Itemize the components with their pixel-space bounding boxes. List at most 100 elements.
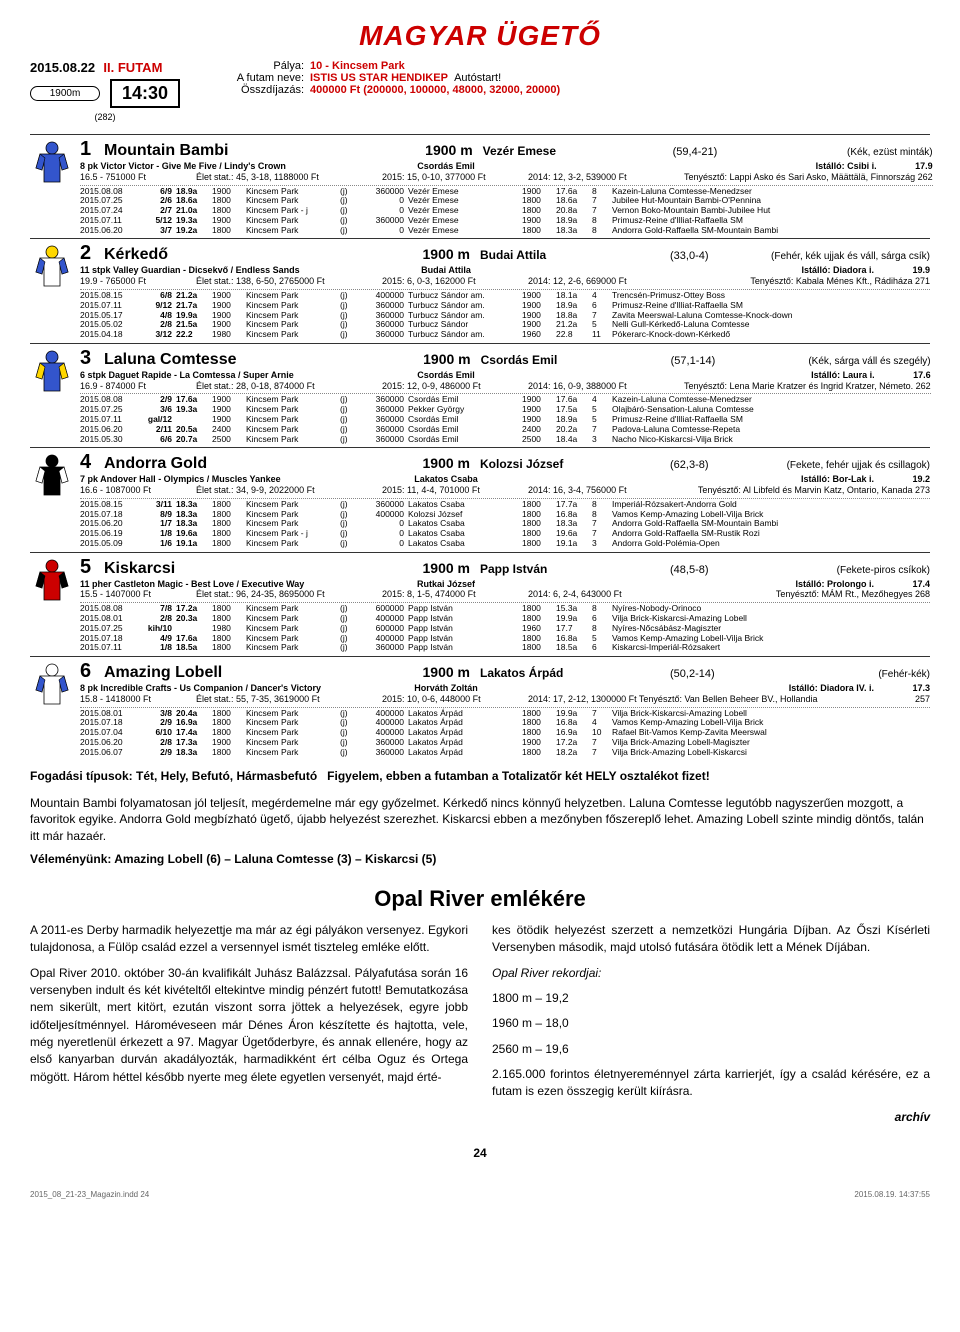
horse-entry: 6Amazing Lobell1900 mLakatos Árpád(50,2-…	[30, 656, 930, 760]
form-row: 2015.05.022/821.5a1900Kincsem Park(j)360…	[80, 320, 930, 330]
page-number: 24	[30, 1146, 930, 1160]
prize-label: Összdíjazás:	[210, 84, 310, 96]
horse-jockey: Lakatos Árpád	[470, 666, 670, 680]
form-row: 2015.07.119/1221.7a1900Kincsem Park(j)36…	[80, 301, 930, 311]
horse-odds: (33,0-4)	[670, 250, 730, 262]
jockey-silk	[30, 451, 80, 548]
form-row: 2015.07.111/818.5a1800Kincsem Park(j)360…	[80, 643, 930, 653]
form-row: 2015.05.174/819.9a1900Kincsem Park(j)360…	[80, 311, 930, 321]
bet-types: Fogadási típusok: Tét, Hely, Befutó, Hár…	[30, 769, 930, 783]
form-row: 2015.07.253/619.3a1900Kincsem Park(j)360…	[80, 405, 931, 415]
form-row: 2015.08.153/1118.3a1800Kincsem Park(j)36…	[80, 500, 930, 510]
form-row: 2015.07.252/618.6a1800Kincsem Park(j)0Ve…	[80, 196, 933, 206]
horse-number: 1	[80, 138, 104, 161]
form-row: 2015.07.182/916.9a1800Kincsem Park(j)400…	[80, 718, 930, 728]
horse-odds: (62,3-8)	[670, 459, 730, 471]
form-row: 2015.06.072/918.3a1800Kincsem Park(j)360…	[80, 748, 930, 758]
form-row: 2015.04.183/1222.21980Kincsem Park(j)360…	[80, 330, 930, 340]
race-notes: Mountain Bambi folyamatosan jól teljesít…	[30, 795, 930, 868]
form-table: 2015.08.086/918.9a1900Kincsem Park(j)360…	[80, 185, 933, 236]
form-row: 2015.08.082/917.6a1900Kincsem Park(j)360…	[80, 395, 931, 405]
logo: MAGYAR ÜGETŐ	[30, 20, 930, 52]
silk-description: (Fekete-piros csíkok)	[730, 565, 930, 576]
dist-sub: (282)	[30, 112, 180, 122]
silk-description: (Kék, ezüst minták)	[733, 147, 933, 158]
horse-entry: 2Kérkedő1900 mBudai Attila(33,0-4)(Fehér…	[30, 238, 930, 342]
jockey-silk	[30, 347, 80, 444]
race-header: 2015.08.22 II. FUTAM 1900m 14:30 (282) P…	[30, 60, 930, 122]
post-time: 14:30	[110, 79, 180, 108]
form-row: 2015.07.25kih/101980Kincsem Park(j)60000…	[80, 624, 930, 634]
autostart: Autóstart!	[454, 72, 501, 84]
horse-entry: 3Laluna Comtesse1900 mCsordás Emil(57,1-…	[30, 343, 930, 447]
horse-jockey: Budai Attila	[470, 248, 670, 262]
horse-number: 4	[80, 451, 104, 474]
prize: 400000 Ft (200000, 100000, 48000, 32000,…	[310, 84, 560, 96]
horse-odds: (57,1-14)	[671, 355, 731, 367]
race-date: 2015.08.22	[30, 60, 95, 75]
form-table: 2015.08.087/817.2a1800Kincsem Park(j)600…	[80, 602, 930, 653]
silk-description: (Fehér-kék)	[730, 669, 930, 680]
form-row: 2015.06.203/719.2a1800Kincsem Park(j)0Ve…	[80, 226, 933, 236]
horse-distance: 1900 m	[380, 246, 470, 262]
form-row: 2015.08.013/820.4a1800Kincsem Park(j)400…	[80, 709, 930, 719]
jockey-silk	[30, 242, 80, 339]
jockey-silk	[30, 556, 80, 653]
form-row: 2015.06.191/819.6a1800Kincsem Park - j(j…	[80, 529, 930, 539]
article-body: A 2011-es Derby harmadik helyezettje ma …	[30, 922, 930, 1127]
footer: 2015_08_21-23_Magazin.indd 24 2015.08.19…	[30, 1190, 930, 1199]
horse-distance: 1900 m	[380, 455, 470, 471]
form-row: 2015.06.202/1120.5a2400Kincsem Park(j)36…	[80, 425, 931, 435]
form-table: 2015.08.013/820.4a1800Kincsem Park(j)400…	[80, 707, 930, 758]
horse-distance: 1900 m	[381, 351, 471, 367]
horse-name: Amazing Lobell	[104, 664, 380, 682]
horse-name: Andorra Gold	[104, 455, 380, 473]
horse-number: 3	[80, 347, 104, 370]
silk-description: (Kék, sárga váll és szegély)	[731, 356, 931, 367]
horse-jockey: Vezér Emese	[473, 144, 673, 158]
jockey-silk	[30, 138, 80, 235]
horse-distance: 1900 m	[380, 560, 470, 576]
form-row: 2015.08.012/820.3a1800Kincsem Park(j)400…	[80, 614, 930, 624]
horse-distance: 1900 m	[383, 142, 473, 158]
horse-odds: (59,4-21)	[673, 146, 733, 158]
form-row: 2015.07.242/721.0a1800Kincsem Park - j(j…	[80, 206, 933, 216]
form-row: 2015.06.201/718.3a1800Kincsem Park(j)0La…	[80, 519, 930, 529]
horse-number: 5	[80, 556, 104, 579]
horse-name: Mountain Bambi	[104, 142, 383, 160]
form-row: 2015.08.087/817.2a1800Kincsem Park(j)600…	[80, 604, 930, 614]
horse-distance: 1900 m	[380, 664, 470, 680]
horse-entry: 1Mountain Bambi1900 mVezér Emese(59,4-21…	[30, 134, 930, 238]
silk-description: (Fehér, kék ujjak és váll, sárga csík)	[730, 251, 930, 262]
horse-name: Kiskarcsi	[104, 560, 380, 578]
form-row: 2015.07.11gal/121900Kincsem Park(j)36000…	[80, 415, 931, 425]
track-label: Pálya:	[210, 60, 310, 72]
horse-jockey: Csordás Emil	[471, 353, 671, 367]
jockey-silk	[30, 660, 80, 757]
form-row: 2015.07.115/1219.3a1900Kincsem Park(j)36…	[80, 216, 933, 226]
horse-entry: 4Andorra Gold1900 mKolozsi József(62,3-8…	[30, 447, 930, 551]
horse-entry: 5Kiskarcsi1900 mPapp István(48,5-8)(Feke…	[30, 552, 930, 656]
track-name: 10 - Kincsem Park	[310, 60, 405, 72]
race-name-label: A futam neve:	[210, 72, 310, 84]
form-row: 2015.07.046/1017.4a1800Kincsem Park(j)40…	[80, 728, 930, 738]
race-name: ISTIS US STAR HENDIKEP	[310, 72, 448, 84]
form-row: 2015.07.184/917.6a1800Kincsem Park(j)400…	[80, 634, 930, 644]
form-row: 2015.08.156/821.2a1900Kincsem Park(j)400…	[80, 291, 930, 301]
article-heading: Opal River emlékére	[30, 886, 930, 912]
futam: II. FUTAM	[103, 60, 162, 75]
distance-badge: 1900m	[30, 86, 100, 101]
horse-odds: (50,2-14)	[670, 668, 730, 680]
horse-number: 2	[80, 242, 104, 265]
form-row: 2015.06.202/817.3a1900Kincsem Park(j)360…	[80, 738, 930, 748]
horse-jockey: Papp István	[470, 562, 670, 576]
form-row: 2015.05.091/619.1a1800Kincsem Park(j)0La…	[80, 539, 930, 549]
horse-number: 6	[80, 660, 104, 683]
form-table: 2015.08.156/821.2a1900Kincsem Park(j)400…	[80, 289, 930, 340]
form-row: 2015.05.306/620.7a2500Kincsem Park(j)360…	[80, 435, 931, 445]
horse-jockey: Kolozsi József	[470, 457, 670, 471]
horse-name: Kérkedő	[104, 246, 380, 264]
silk-description: (Fekete, fehér ujjak és csillagok)	[730, 460, 930, 471]
horse-odds: (48,5-8)	[670, 564, 730, 576]
form-table: 2015.08.153/1118.3a1800Kincsem Park(j)36…	[80, 498, 930, 549]
